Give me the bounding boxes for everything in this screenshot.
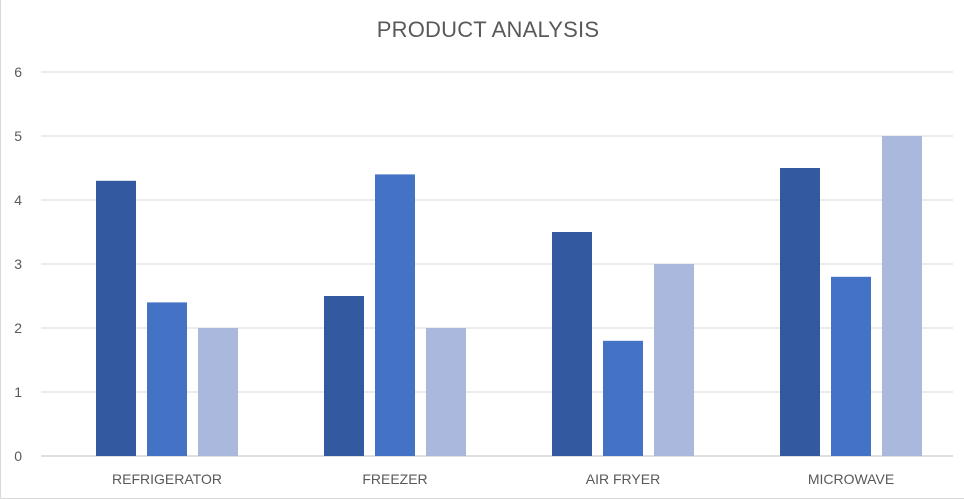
x-tick-label: FREEZER <box>362 471 427 487</box>
bar <box>375 174 415 456</box>
bar <box>603 340 643 456</box>
bar <box>147 302 187 456</box>
y-tick-label: 6 <box>14 64 22 80</box>
y-tick-label: 4 <box>14 192 22 208</box>
y-tick-label: 2 <box>14 320 22 336</box>
chart-title: PRODUCT ANALYSIS <box>376 17 600 42</box>
bar <box>324 296 364 456</box>
x-tick-label: AIR FRYER <box>586 471 660 487</box>
bar <box>198 328 238 456</box>
bar <box>831 276 871 456</box>
y-tick-label: 5 <box>14 128 22 144</box>
x-tick-label: REFRIGERATOR <box>112 471 222 487</box>
bar <box>426 328 466 456</box>
bar <box>654 264 694 456</box>
bar <box>882 136 922 456</box>
x-tick-label: MICROWAVE <box>808 471 894 487</box>
y-tick-label: 1 <box>14 384 22 400</box>
y-tick-label: 0 <box>14 448 22 464</box>
bar <box>96 180 136 457</box>
y-tick-label: 3 <box>14 256 22 272</box>
bar <box>780 168 820 456</box>
bar <box>552 232 592 456</box>
